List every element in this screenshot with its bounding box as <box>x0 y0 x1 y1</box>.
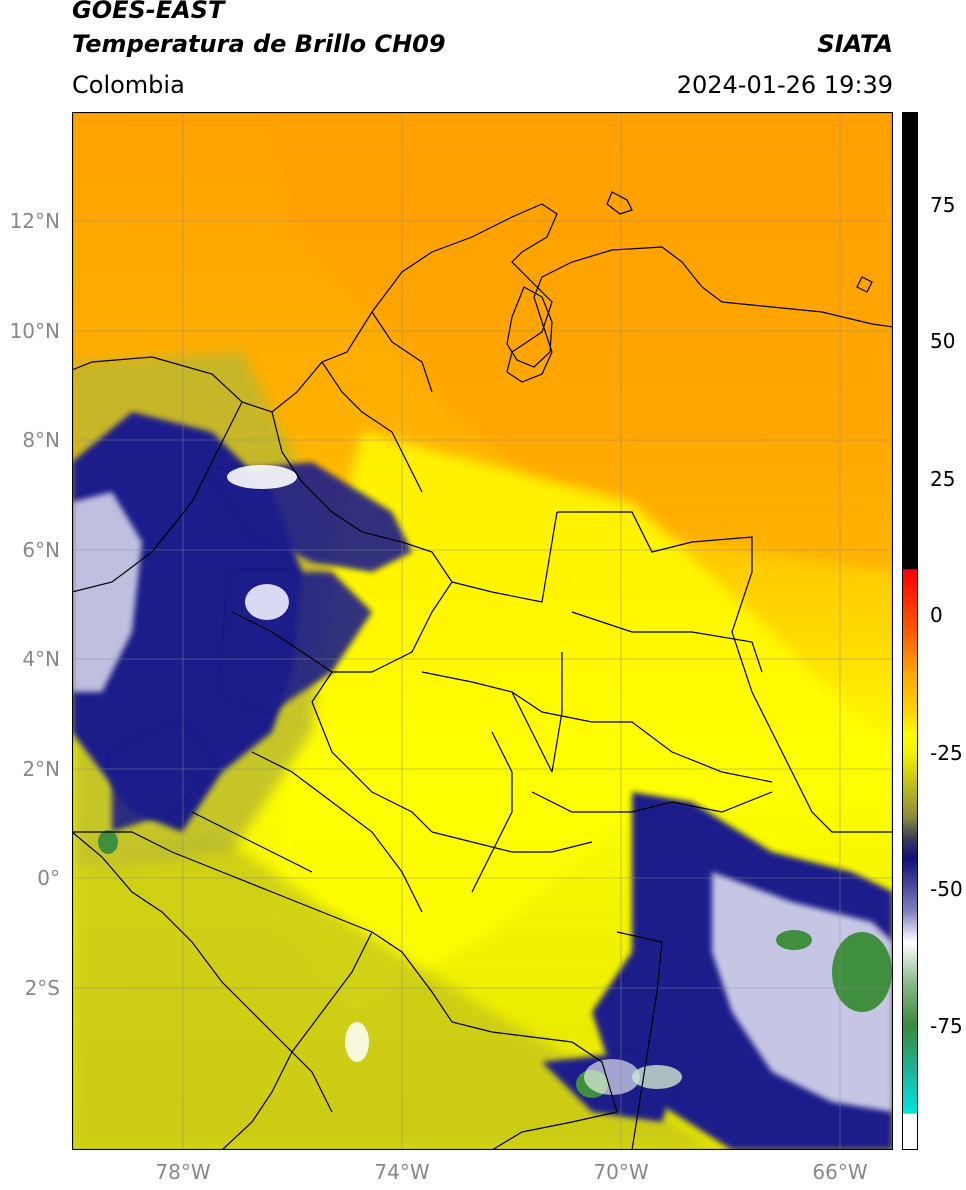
dept-12 <box>471 731 513 893</box>
maracaibo-lake <box>506 286 553 368</box>
dept-11 <box>191 811 313 873</box>
pacific-coast <box>72 401 243 593</box>
lat-tick-2S: 2°S <box>24 976 60 1000</box>
convection-coast <box>112 722 212 832</box>
green-cell-3 <box>776 930 812 950</box>
dept-9 <box>231 611 333 673</box>
aruba-islands <box>606 191 633 215</box>
cold-cell-1 <box>227 465 297 489</box>
green-cell-2 <box>832 932 892 1012</box>
brightness-temperature-map <box>72 112 893 1150</box>
dept-10 <box>251 751 423 913</box>
lat-tick-6N: 6°N <box>22 538 60 562</box>
warm-region <box>272 112 893 572</box>
dept-7 <box>311 701 433 833</box>
map-frame <box>72 112 893 1150</box>
green-cell-1 <box>98 830 118 854</box>
dept-1 <box>271 411 453 583</box>
dept-16 <box>531 791 632 813</box>
lat-tick-10N: 10°N <box>9 319 60 343</box>
colorbar-tick-50: 50 <box>930 329 956 353</box>
temperature-colorbar <box>902 112 918 1150</box>
lon-tick-66W: 66°W <box>812 1160 868 1184</box>
colorbar-tick-minus50: -50 <box>930 877 963 901</box>
colorbar-fill <box>902 112 918 1150</box>
colombia-border-south <box>72 831 618 1113</box>
lat-tick-12N: 12°N <box>9 209 60 233</box>
cold-cell-4 <box>345 1022 369 1062</box>
brazil-border <box>616 931 663 1150</box>
lat-tick-0: 0° <box>37 866 60 890</box>
colorbar-tick-minus75: -75 <box>930 1014 963 1038</box>
dept-6 <box>421 671 553 773</box>
convection-strip <box>212 462 412 572</box>
colorbar-tick-75: 75 <box>930 193 956 217</box>
colombia-border-east <box>557 511 893 833</box>
cold-cell-2 <box>245 584 289 620</box>
colorbar-tick-25: 25 <box>930 467 956 491</box>
yellow-region <box>272 432 893 1012</box>
dept-8 <box>431 831 593 853</box>
title-product: Temperatura de Brillo CH09 <box>72 30 446 58</box>
lat-tick-4N: 4°N <box>22 647 60 671</box>
lon-tick-70W: 70°W <box>593 1160 649 1184</box>
cold-cell-3 <box>584 1059 640 1095</box>
dept-5 <box>451 511 558 603</box>
lon-tick-74W: 74°W <box>374 1160 430 1184</box>
lat-tick-8N: 8°N <box>22 428 60 452</box>
convection-west-core <box>72 492 142 692</box>
datetime-label: 2024-01-26 19:39 <box>676 71 893 99</box>
colorbar-tick-0: 0 <box>930 603 943 627</box>
region-label: Colombia <box>72 71 185 99</box>
venezuela-border-south <box>511 691 773 783</box>
peru-border <box>221 931 373 1150</box>
dept-15 <box>631 791 773 813</box>
cold-cell-5 <box>632 1065 682 1089</box>
convection-southeast-cold <box>712 872 893 1112</box>
caribbean-coast <box>72 203 893 413</box>
ecuador-coast <box>72 831 333 1113</box>
brazil-border-2 <box>491 1111 618 1150</box>
coastlines-borders <box>72 191 893 1150</box>
lon-tick-78W: 78°W <box>155 1160 211 1184</box>
graticule <box>72 112 893 1150</box>
title-satellite: GOES-EAST <box>72 0 225 24</box>
colorbar-tick-minus25: -25 <box>930 741 963 765</box>
dept-2 <box>321 361 423 493</box>
dept-4 <box>311 581 453 703</box>
dept-13 <box>571 611 763 673</box>
lat-tick-2N: 2°N <box>22 757 60 781</box>
dept-14 <box>551 652 563 773</box>
brand-label: SIATA <box>817 30 893 58</box>
dept-3 <box>371 311 433 393</box>
trinidad <box>856 276 873 293</box>
